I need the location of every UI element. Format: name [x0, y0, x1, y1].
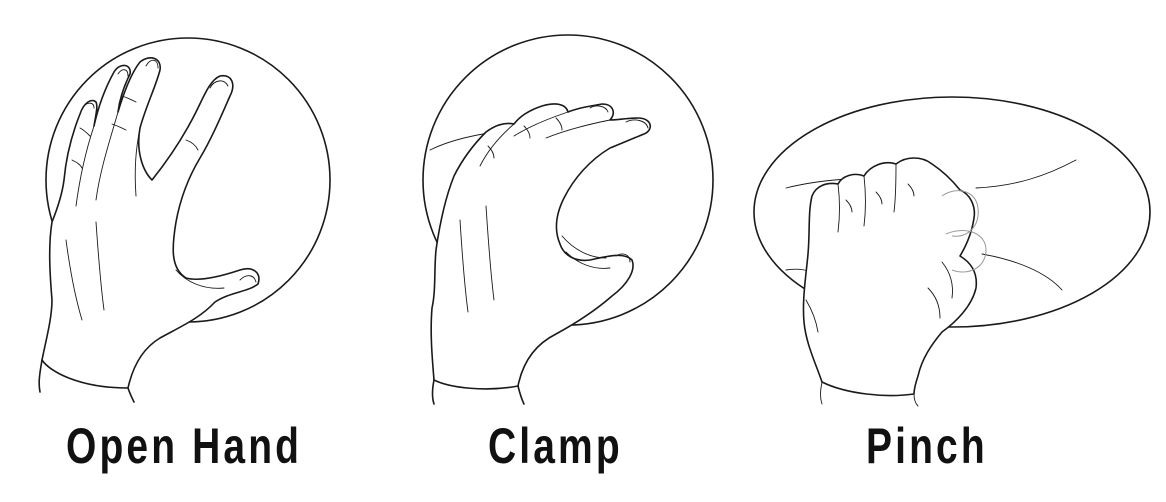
open-hand-illustration — [38, 37, 331, 403]
grip-label-open-hand: Open Hand — [66, 418, 303, 474]
grip-label-clamp: Clamp — [488, 418, 623, 474]
pinch-fist-shape — [802, 157, 978, 397]
grip-panel-open-hand: Open Hand — [0, 0, 390, 502]
grip-panel-clamp: Clamp — [390, 0, 760, 502]
pinch-illustration — [753, 96, 1151, 407]
open-hand-shape — [41, 57, 260, 389]
clamp-illustration — [422, 34, 714, 405]
grip-panel-pinch: Pinch — [746, 0, 1166, 502]
grip-label-pinch: Pinch — [866, 418, 988, 474]
